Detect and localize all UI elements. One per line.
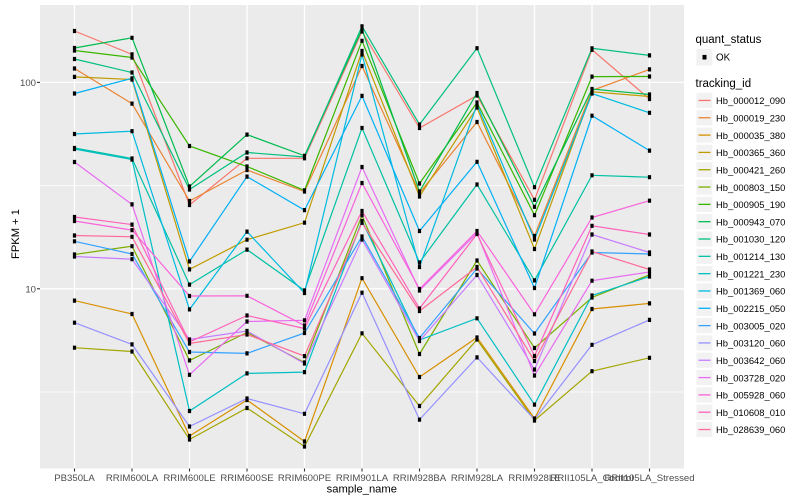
svg-text:Hb_000905_190: Hb_000905_190 [716,199,785,210]
svg-text:RRII105LA_Control: RRII105LA_Control [550,473,633,484]
svg-text:Hb_010608_010: Hb_010608_010 [716,407,785,418]
svg-text:Hb_002215_050: Hb_002215_050 [716,303,785,314]
svg-text:100: 100 [20,78,36,89]
svg-text:RRIM928LE: RRIM928LE [508,473,560,484]
svg-text:PB350LA: PB350LA [54,473,95,484]
svg-text:Hb_028639_060: Hb_028639_060 [716,424,785,435]
svg-text:Hb_000803_150: Hb_000803_150 [716,182,785,193]
svg-text:Hb_000019_230: Hb_000019_230 [716,112,785,123]
svg-text:quant_status: quant_status [696,34,762,46]
svg-text:sample_name: sample_name [327,484,397,496]
svg-text:Hb_003120_060: Hb_003120_060 [716,338,785,349]
svg-text:RRIM901LA: RRIM901LA [336,473,389,484]
svg-text:RRIM600SE: RRIM600SE [220,473,273,484]
svg-text:tracking_id: tracking_id [696,78,752,90]
svg-text:Hb_000365_360: Hb_000365_360 [716,147,785,158]
svg-text:OK: OK [716,53,731,64]
svg-text:Hb_000035_380: Hb_000035_380 [716,130,785,141]
svg-text:Hb_001214_130: Hb_001214_130 [716,251,785,262]
svg-text:RRIM928LA: RRIM928LA [451,473,504,484]
svg-text:RRIM600LE: RRIM600LE [163,473,215,484]
svg-text:10: 10 [25,284,36,295]
svg-text:Hb_000012_090: Hb_000012_090 [716,95,785,106]
svg-text:RRII105LA_Stressed: RRII105LA_Stressed [604,473,694,484]
svg-text:Hb_001030_120: Hb_001030_120 [716,234,785,245]
svg-text:Hb_001221_230: Hb_001221_230 [716,268,785,279]
svg-text:RRIM600LA: RRIM600LA [106,473,159,484]
svg-text:Hb_000943_070: Hb_000943_070 [716,216,785,227]
svg-text:Hb_003005_020: Hb_003005_020 [716,320,785,331]
svg-text:RRIM928BA: RRIM928BA [393,473,447,484]
svg-text:Hb_000421_260: Hb_000421_260 [716,164,785,175]
svg-text:RRIM600PE: RRIM600PE [278,473,331,484]
svg-text:Hb_003642_060: Hb_003642_060 [716,355,785,366]
svg-text:Hb_003728_020: Hb_003728_020 [716,372,785,383]
svg-text:FPKM + 1: FPKM + 1 [10,209,22,259]
svg-text:Hb_005928_060: Hb_005928_060 [716,390,785,401]
svg-text:Hb_001369_060: Hb_001369_060 [716,286,785,297]
